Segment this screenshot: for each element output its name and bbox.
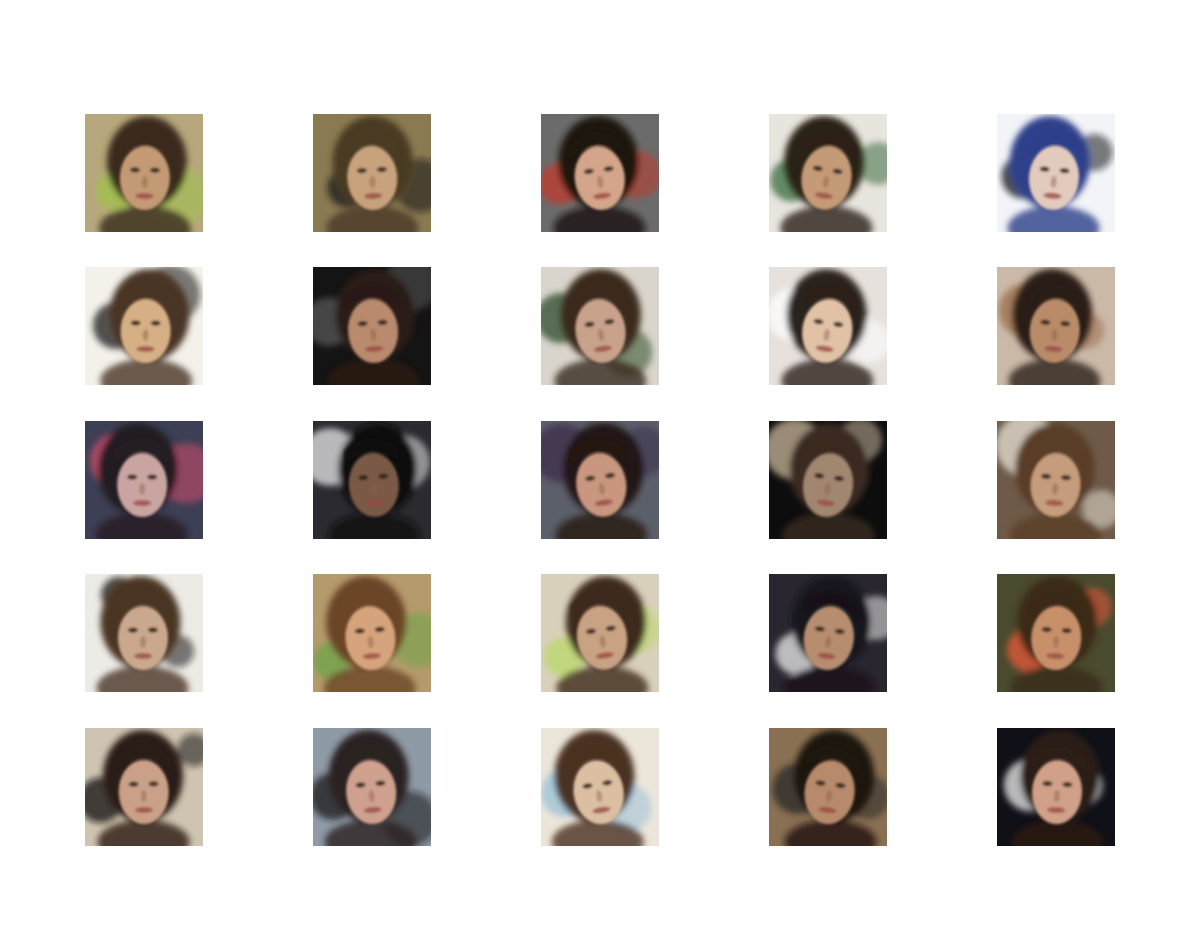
sample-image	[313, 114, 431, 232]
sample-image	[997, 267, 1115, 385]
sample-image	[313, 728, 431, 846]
sample-image	[997, 421, 1115, 539]
sample-image	[769, 114, 887, 232]
sample-image	[541, 114, 659, 232]
sample-image	[997, 574, 1115, 692]
sample-image	[769, 267, 887, 385]
sample-image	[85, 728, 203, 846]
sample-image	[769, 574, 887, 692]
sample-image	[313, 267, 431, 385]
sample-image	[85, 267, 203, 385]
sample-image	[313, 421, 431, 539]
sample-image	[541, 574, 659, 692]
sample-image	[769, 421, 887, 539]
sample-image	[85, 421, 203, 539]
sample-image	[997, 728, 1115, 846]
sample-image	[769, 728, 887, 846]
sample-image	[85, 574, 203, 692]
sample-image	[85, 114, 203, 232]
sample-image	[313, 574, 431, 692]
sample-image	[541, 421, 659, 539]
sample-image	[997, 114, 1115, 232]
sample-image	[541, 728, 659, 846]
sample-image	[541, 267, 659, 385]
